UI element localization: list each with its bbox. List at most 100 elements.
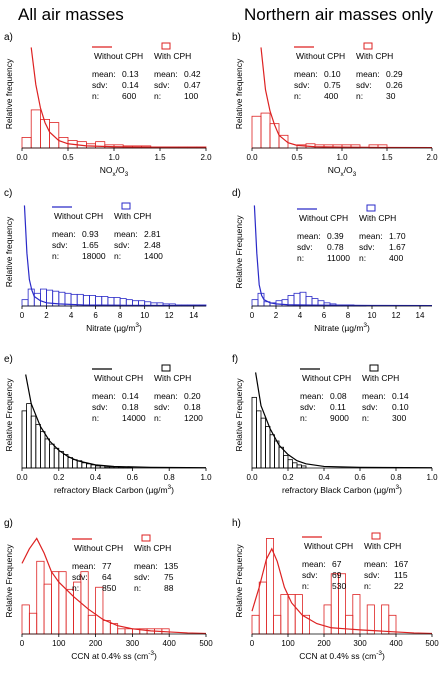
bar-series: [251, 396, 307, 469]
stat-label: n:: [134, 583, 141, 593]
chart-panel-g: g) Relative Frequency 0 100 200 300 400 500 CCN …: [4, 518, 213, 661]
legend: Without CPH With CPH: [302, 532, 401, 551]
x-tick-label: 2.0: [200, 153, 212, 162]
histogram-bar: [258, 581, 267, 635]
x-tick-label: 0.6: [354, 473, 366, 482]
panel-label: g): [4, 518, 13, 529]
stat-value-with: 75: [164, 572, 174, 582]
histogram-bar: [269, 434, 275, 469]
x-tick-label: 0: [250, 311, 255, 320]
x-axis-label: CCN at 0.4% ss (cm-3): [71, 650, 157, 661]
x-label-end: ): [139, 323, 142, 333]
stat-value-with: 0.47: [184, 80, 201, 90]
stat-label: n:: [359, 253, 366, 263]
histogram-bar: [299, 291, 307, 307]
x-label-end: ): [171, 485, 174, 495]
histogram-bar: [44, 438, 50, 469]
stat-value-with: 0.20: [184, 391, 201, 401]
legend-box-swatch: [161, 42, 171, 50]
legend: Without CPH With CPH: [294, 42, 393, 61]
stat-label: n:: [72, 583, 79, 593]
stat-value-with: 2.81: [144, 229, 161, 239]
x-label-main: NO: [328, 165, 341, 175]
legend-box-swatch: [371, 532, 381, 540]
x-label-main: CCN at 0.4% ss (cm: [299, 651, 376, 661]
stat-label: sdv:: [356, 80, 372, 90]
distribution-curve: [21, 537, 207, 635]
legend-box-swatch: [366, 204, 376, 212]
stat-value-without: 14000: [122, 413, 146, 423]
stat-value-with: 88: [164, 583, 174, 593]
distribution-curve: [255, 372, 433, 469]
histogram-bar: [21, 137, 32, 149]
x-label-end: ): [154, 651, 157, 661]
x-tick-label: 1.5: [381, 153, 393, 162]
x-tick-label: 0.5: [291, 153, 303, 162]
x-tick-label: 1.0: [336, 153, 348, 162]
histogram-bar: [58, 450, 64, 469]
stat-label: n:: [302, 581, 309, 591]
x-tick-label: 0.2: [53, 473, 65, 482]
x-tick-label: 0.4: [318, 473, 330, 482]
x-tick-label: 0: [20, 311, 25, 320]
y-axis-label: Relative Frequency: [4, 378, 14, 452]
x-tick-label: 4: [69, 311, 74, 320]
legend-with: With CPH: [154, 373, 191, 383]
stat-value-with: 100: [184, 91, 198, 101]
x-tick-label: 8: [346, 311, 351, 320]
stat-value-without: 0.08: [330, 391, 347, 401]
distribution-curve: [23, 205, 207, 307]
histogram-bar: [345, 614, 354, 635]
histogram-bar: [260, 417, 266, 469]
stat-value-with: 0.42: [184, 69, 201, 79]
x-tick-label: 200: [89, 639, 103, 648]
x-tick-label: 0: [250, 639, 255, 648]
stat-label: sdv:: [92, 402, 108, 412]
stat-label: mean:: [356, 69, 380, 79]
x-tick-label: 1.0: [200, 473, 212, 482]
x-tick-label: 0.8: [390, 473, 402, 482]
histogram-bar: [87, 614, 96, 635]
distribution-curve: [30, 47, 207, 149]
x-tick-label: 2: [274, 311, 279, 320]
stat-label: n:: [114, 251, 121, 261]
distribution-curve: [25, 374, 207, 469]
x-label-sup: -3: [376, 650, 382, 657]
panel-label: d): [232, 188, 241, 199]
legend-box-swatch: [363, 42, 373, 50]
stat-label: sdv:: [134, 572, 150, 582]
stat-label: mean:: [362, 391, 386, 401]
stat-value-with: 167: [394, 559, 408, 569]
x-label-sub: x: [340, 171, 344, 178]
stat-label: mean:: [297, 231, 321, 241]
x-tick-label: 12: [392, 311, 401, 320]
distribution-curve: [253, 205, 433, 307]
stats-block: mean: 77 mean: 135 sdv: 64 sdv: 75 n: 850 n: 88: [72, 561, 178, 593]
stat-label: sdv:: [359, 242, 375, 252]
histogram-bar: [95, 141, 106, 149]
stat-label: n:: [154, 91, 161, 101]
stat-value-with: 1.70: [389, 231, 406, 241]
stat-value-with: 115: [394, 570, 408, 580]
y-axis-label: Relative Frequency: [234, 544, 244, 618]
stat-label: sdv:: [154, 402, 170, 412]
y-axis-label: Relative frequency: [4, 216, 14, 287]
x-tick-label: 1.0: [426, 473, 438, 482]
x-tick-label: 0.6: [127, 473, 139, 482]
x-tick-label: 0.5: [62, 153, 74, 162]
histogram-bar: [90, 464, 96, 469]
stat-label: sdv:: [294, 80, 310, 90]
x-tick-label: 400: [163, 639, 177, 648]
histogram-bar: [301, 614, 310, 635]
panel-label: h): [232, 518, 241, 529]
stat-label: mean:: [92, 69, 116, 79]
histogram-bar: [40, 431, 46, 469]
x-label-end: ): [382, 651, 385, 661]
histogram-bar: [381, 604, 390, 635]
stat-label: sdv:: [52, 240, 68, 250]
stat-value-without: 64: [102, 572, 112, 582]
stat-value-with: 0.29: [386, 69, 403, 79]
x-tick-label: 8: [118, 311, 123, 320]
chart-panel-b: b) Relative frequency 0.0 0.5 1.0 1.5 2.0 NOx/O…: [232, 32, 438, 178]
